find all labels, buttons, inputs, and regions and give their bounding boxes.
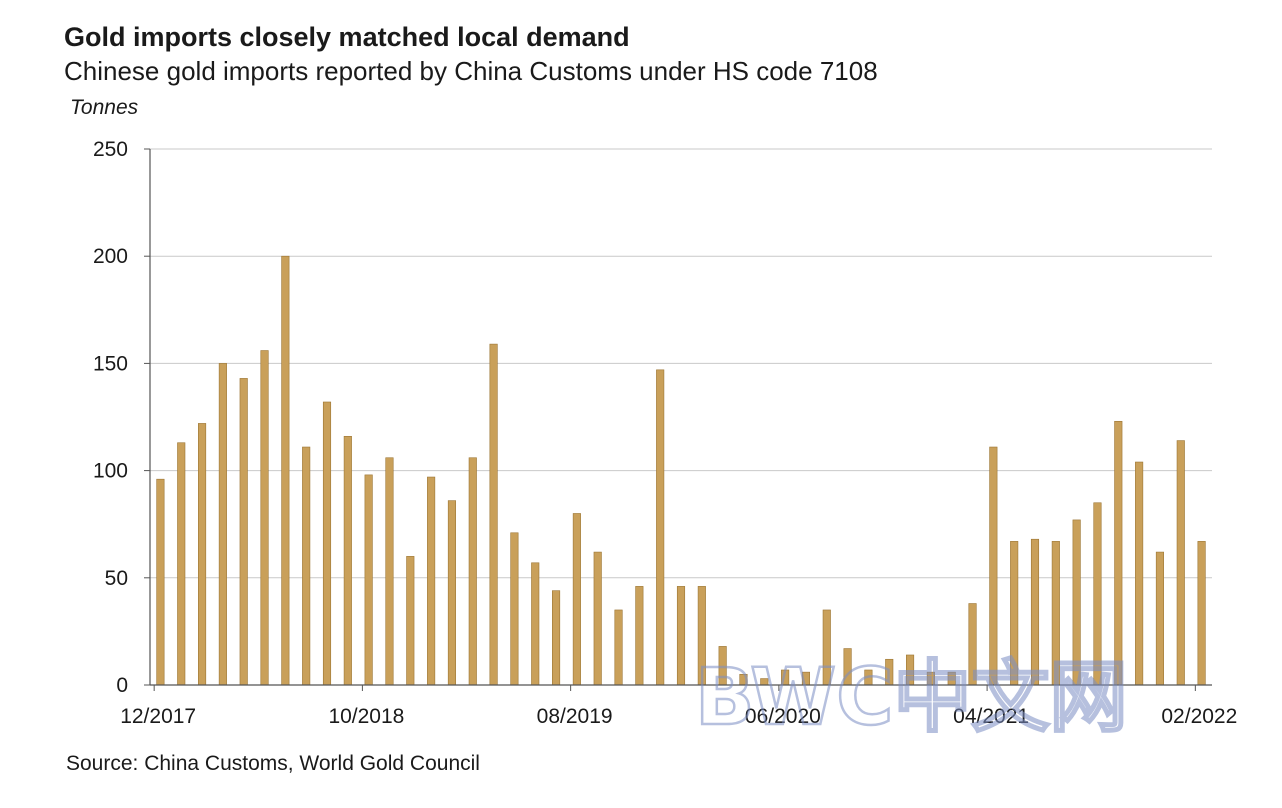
bar	[552, 590, 561, 686]
bar	[177, 442, 186, 686]
x-tick-label: 10/2018	[328, 705, 404, 728]
bar	[1114, 420, 1123, 686]
bar	[989, 446, 998, 686]
bar	[489, 343, 498, 686]
chart-subtitle: Chinese gold imports reported by China C…	[64, 56, 878, 86]
y-tick-label: 250	[93, 138, 128, 161]
bar	[531, 562, 540, 686]
x-axis-tick-labels: 12/2017 10/2018 08/2019 06/2020 04/2021 02/20…	[120, 685, 1237, 728]
bar	[281, 255, 290, 686]
bar	[572, 513, 581, 686]
bar-series	[156, 255, 1206, 686]
bar	[239, 378, 248, 686]
bar	[614, 609, 623, 686]
bar	[343, 435, 352, 686]
bar	[156, 478, 165, 686]
bar	[198, 423, 207, 686]
source-note: Source: China Customs, World Gold Counci…	[66, 752, 480, 775]
bar	[302, 446, 311, 686]
y-tick-label: 200	[93, 245, 128, 268]
bar	[635, 586, 644, 686]
bar	[364, 474, 373, 686]
bar	[1155, 551, 1164, 686]
y-tick-label: 50	[105, 567, 128, 590]
x-tick-label: 04/2021	[953, 705, 1029, 728]
y-tick-label: 150	[93, 352, 128, 375]
x-tick-label: 06/2020	[745, 705, 821, 728]
y-axis-tick-labels: 0 50 100 150 200 250	[93, 138, 128, 697]
bar	[510, 532, 519, 686]
bar	[427, 476, 436, 686]
bar	[1176, 440, 1185, 686]
bar	[656, 369, 665, 686]
bar	[385, 457, 394, 686]
bar	[260, 350, 269, 686]
bar	[322, 401, 332, 686]
bar	[1197, 541, 1206, 686]
x-tick-label: 12/2017	[120, 705, 196, 728]
bar	[676, 586, 686, 686]
bar	[468, 457, 477, 686]
watermark-logo: BWC中文网	[695, 653, 1127, 743]
bar	[406, 556, 415, 686]
bar	[447, 500, 456, 686]
y-axis-unit-label: Tonnes	[70, 96, 139, 119]
chart-title: Gold imports closely matched local deman…	[64, 22, 630, 52]
x-tick-label: 08/2019	[537, 705, 613, 728]
bar	[593, 551, 602, 686]
bar	[1135, 461, 1144, 686]
x-tick-label: 02/2022	[1161, 705, 1237, 728]
bar	[218, 363, 227, 686]
axes	[149, 149, 1212, 686]
y-tick-label: 0	[116, 674, 128, 697]
y-tick-label: 100	[93, 460, 128, 483]
